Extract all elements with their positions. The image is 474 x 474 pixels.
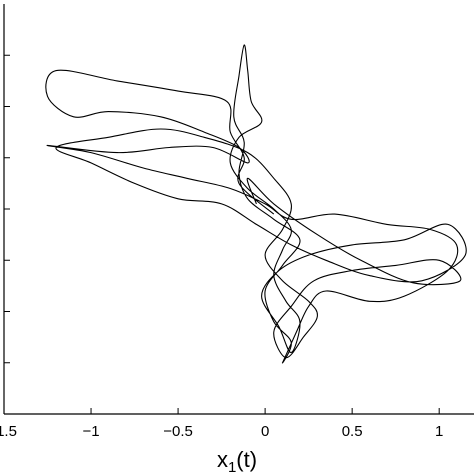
- x-tick-label: −0.5: [163, 423, 193, 440]
- ticks-layer: -1.5 −1 −0.5 0 0.5 1: [0, 54, 443, 440]
- x-tick-label: 0.5: [342, 423, 363, 440]
- x-axis-label-suffix: (t): [236, 447, 257, 472]
- x-tick-label: 1: [435, 423, 443, 440]
- x-tick-label: 0: [261, 423, 269, 440]
- trajectory-layer: [45, 44, 467, 364]
- x-tick-label: -1.5: [0, 423, 17, 440]
- x-axis-label-subscript: 1: [228, 459, 236, 474]
- x-axis-label-main: x: [217, 447, 228, 472]
- trajectory-series-line: [45, 44, 467, 364]
- x-axis-label: x1(t): [217, 447, 257, 474]
- x-tick-label: −1: [82, 423, 99, 440]
